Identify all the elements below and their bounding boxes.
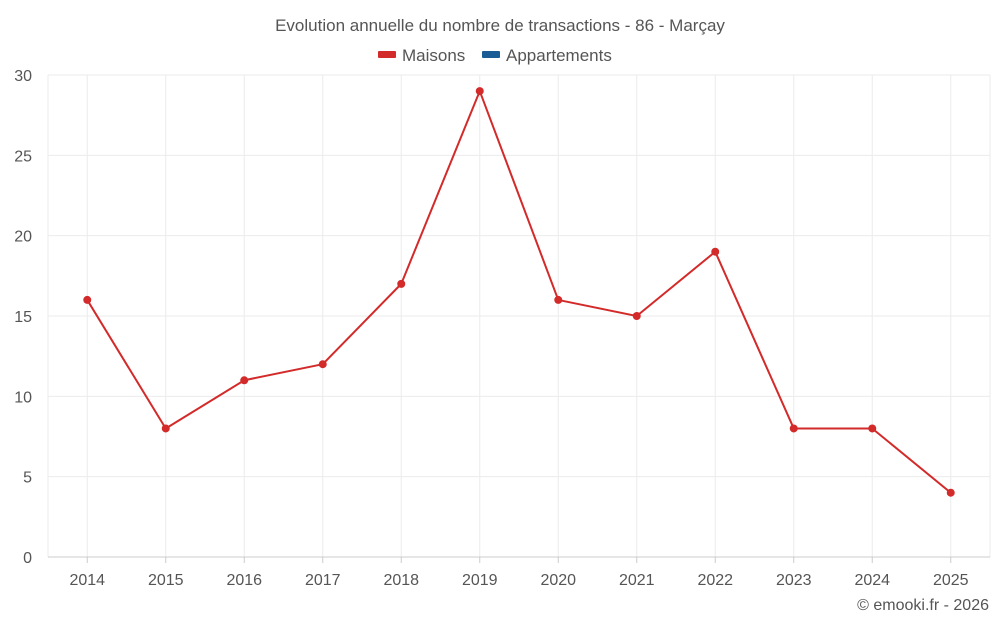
legend: Maisons Appartements	[378, 46, 612, 65]
x-tick-label-2018: 2018	[383, 572, 419, 589]
x-tick-label-2014: 2014	[69, 572, 105, 589]
x-tick-label-2019: 2019	[462, 572, 498, 589]
data-point-maisons-2019[interactable]	[475, 87, 484, 96]
x-tick-label-2025: 2025	[933, 572, 969, 589]
y-tick-label-10: 10	[14, 389, 32, 406]
data-point-maisons-2021[interactable]	[632, 312, 641, 320]
data-point-maisons-2022[interactable]	[711, 247, 720, 256]
data-point-maisons-2017[interactable]	[318, 360, 327, 369]
data-point-maisons-2024[interactable]	[868, 424, 877, 433]
data-point-maisons-2020[interactable]	[554, 295, 563, 304]
data-point-maisons-2018[interactable]	[397, 279, 406, 288]
y-tick-label-30: 30	[14, 68, 32, 85]
y-tick-label-25: 25	[14, 148, 32, 165]
series-line-maisons	[86, 90, 952, 494]
y-tick-label-0: 0	[23, 550, 32, 567]
x-tick-label-2020: 2020	[540, 572, 576, 589]
x-tick-label-2021: 2021	[619, 572, 655, 589]
legend-label-appartements: Appartements	[506, 46, 612, 65]
chart-title: Evolution annuelle du nombre de transact…	[275, 16, 725, 35]
series-layer	[83, 87, 955, 497]
y-tick-label-5: 5	[23, 470, 32, 487]
x-tick-label-2017: 2017	[305, 572, 341, 589]
data-point-maisons-2016[interactable]	[240, 376, 249, 385]
data-point-maisons-2025[interactable]	[946, 488, 955, 497]
legend-label-maisons: Maisons	[402, 46, 465, 65]
legend-item-appartements[interactable]: Appartements	[482, 46, 612, 65]
legend-swatch-maisons	[378, 51, 396, 58]
credit-text: © emooki.fr - 2026	[857, 597, 989, 614]
grid	[47, 74, 991, 563]
x-tick-label-2024: 2024	[854, 572, 890, 589]
x-tick-label-2022: 2022	[697, 572, 733, 589]
data-point-maisons-2014[interactable]	[83, 295, 92, 304]
y-axis-ticks: 0 5 10 15 20 25 30	[14, 68, 32, 567]
y-tick-label-20: 20	[14, 229, 32, 246]
y-tick-label-15: 15	[14, 309, 32, 326]
x-tick-label-2023: 2023	[776, 572, 812, 589]
legend-swatch-appartements	[482, 51, 500, 58]
data-point-maisons-2023[interactable]	[789, 424, 798, 433]
data-point-maisons-2015[interactable]	[161, 424, 170, 433]
x-tick-label-2015: 2015	[148, 572, 184, 589]
x-axis-ticks: 2014 2015 2016 2017 2018 2019 2020 2021 2022 2023…	[69, 572, 968, 589]
x-tick-label-2016: 2016	[226, 572, 262, 589]
legend-item-maisons[interactable]: Maisons	[378, 46, 465, 65]
